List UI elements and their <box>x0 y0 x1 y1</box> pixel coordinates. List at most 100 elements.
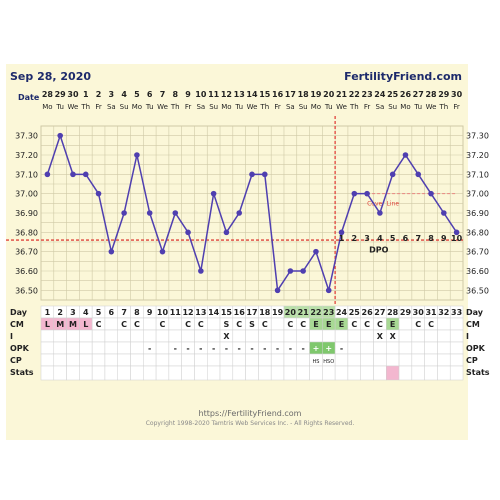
day-number: 24 <box>336 308 348 317</box>
opk-cell <box>79 341 93 355</box>
y-tick-label-right: 37.10 <box>466 170 489 179</box>
temperature-point <box>44 171 51 178</box>
cp-value: HS <box>312 359 319 365</box>
date-row-label: Date <box>18 93 40 102</box>
day-number: 29 <box>400 308 412 317</box>
stats-cell <box>398 365 413 381</box>
weekday-label: Fr <box>453 103 460 111</box>
date-label: 29 <box>438 90 450 99</box>
day-number: 5 <box>96 308 102 317</box>
y-tick-label-right: 36.50 <box>466 286 489 295</box>
temperature-point <box>441 210 447 216</box>
opk-cell <box>91 341 106 355</box>
weekday-label: Tu <box>145 103 154 111</box>
temperature-point <box>210 190 217 197</box>
stats-cell <box>437 365 451 381</box>
opk-value: + <box>325 344 332 353</box>
intercourse-mark: X <box>223 332 230 341</box>
y-tick-label-right: 37.20 <box>466 151 489 160</box>
weekday-label: Tu <box>413 103 422 111</box>
day-number: 10 <box>157 308 169 317</box>
date-label: 30 <box>451 90 463 99</box>
day-number: 16 <box>234 308 246 317</box>
day-number: 27 <box>374 308 385 317</box>
y-tick-label-left: 36.90 <box>15 209 38 218</box>
cp-cell <box>360 353 374 367</box>
temperature-point <box>134 152 140 158</box>
day-row-label-right: Day <box>466 308 484 317</box>
day-number: 1 <box>45 308 51 317</box>
footer-url[interactable]: https://FertilityFriend.com <box>198 409 302 418</box>
opk-cell <box>66 341 80 355</box>
i-cell <box>79 329 93 343</box>
brand-link[interactable]: FertilityFriend.com <box>344 70 462 83</box>
temperature-point <box>121 210 127 216</box>
cm-cell <box>398 317 413 331</box>
opk-cell <box>347 341 361 355</box>
date-label: 1 <box>83 90 89 99</box>
day-row-label: Day <box>10 308 28 317</box>
i-cell <box>53 329 67 343</box>
date-label: 30 <box>67 90 79 99</box>
day-number: 15 <box>221 308 233 317</box>
date-label: 4 <box>121 90 127 99</box>
temperature-point <box>325 287 332 294</box>
chart-date: Sep 28, 2020 <box>10 70 92 83</box>
stats-cell <box>258 365 272 381</box>
cp-cell <box>283 353 298 367</box>
day-number: 7 <box>121 308 127 317</box>
temperature-point <box>70 171 76 178</box>
cp-value: HSO <box>323 359 334 365</box>
date-label: 11 <box>208 90 220 99</box>
i-cell <box>296 329 310 343</box>
cm-cell <box>270 317 285 331</box>
y-tick-label-left: 37.10 <box>15 170 38 179</box>
cp-cell <box>117 353 131 367</box>
i-cell <box>194 329 208 343</box>
dpo-number: 7 <box>415 234 421 243</box>
stats-cell <box>117 365 131 381</box>
i-cell <box>245 329 259 343</box>
stats-cell <box>66 365 80 381</box>
cp-cell <box>347 353 361 367</box>
stats-cell <box>322 365 336 381</box>
weekday-label: Tu <box>324 103 333 111</box>
cp-cell <box>424 353 438 367</box>
weekday-label: Mo <box>221 103 231 111</box>
opk-value: - <box>250 344 253 353</box>
temperature-point <box>185 229 191 236</box>
i-cell <box>168 329 182 343</box>
cp-cell <box>398 353 413 367</box>
stats-cell <box>181 365 195 381</box>
stats-cell <box>296 365 310 381</box>
i-cell <box>232 329 246 343</box>
opk-row-label-right: OPK <box>466 344 486 353</box>
date-label: 17 <box>285 90 296 99</box>
opk-value: - <box>289 344 292 353</box>
cm-cell <box>449 317 464 331</box>
weekday-label: Mo <box>400 103 410 111</box>
day-number: 25 <box>349 308 361 317</box>
stats-cell <box>373 365 387 381</box>
day-number: 13 <box>195 308 206 317</box>
dpo-number: 8 <box>428 234 434 243</box>
cm-row-label-right: CM <box>466 320 480 329</box>
i-cell <box>258 329 272 343</box>
cm-row-label: CM <box>10 320 24 329</box>
stats-cell <box>283 365 298 381</box>
temperature-point <box>351 190 358 197</box>
cm-value: E <box>390 320 395 329</box>
dpo-label: DPO <box>369 246 389 255</box>
y-tick-label-right: 36.60 <box>466 267 489 276</box>
opk-value: - <box>340 344 343 353</box>
weekday-label: Su <box>388 103 397 111</box>
opk-cell <box>424 341 438 355</box>
intercourse-mark: X <box>377 332 384 341</box>
i-cell <box>449 329 464 343</box>
dpo-number: 4 <box>377 234 383 243</box>
day-number: 21 <box>298 308 310 317</box>
stats-row-label-right: Stats <box>466 368 490 377</box>
date-label: 28 <box>42 90 54 99</box>
i-cell <box>206 329 221 343</box>
